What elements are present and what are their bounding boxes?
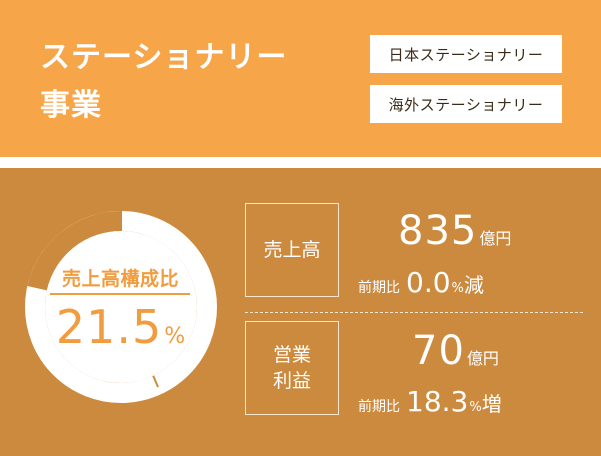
sales-label: 売上高	[263, 239, 321, 261]
operating-profit-yoy-unit: %	[469, 400, 482, 415]
divider	[0, 157, 601, 168]
sales-yoy-label: 前期比	[358, 280, 400, 296]
tag-japan-stationery[interactable]: 日本ステーショナリー	[370, 35, 562, 73]
segment-title-line1: ステーショナリー	[40, 40, 288, 75]
operating-profit-unit: 億円	[466, 349, 499, 368]
dashed-divider	[245, 312, 583, 313]
sales-unit: 億円	[479, 229, 512, 248]
composition-label: 売上高構成比	[61, 268, 179, 290]
operating-profit-label-line2: 利益	[272, 370, 311, 392]
sales-yoy-unit: %	[451, 281, 464, 296]
composition-donut	[25, 210, 217, 403]
composition-unit: %	[164, 324, 186, 349]
operating-profit-number: 70	[412, 328, 465, 374]
operating-profit-yoy-number: 18.3	[406, 385, 469, 418]
operating-profit-label-box: 営業 利益	[245, 321, 339, 415]
operating-profit-value: 70 億円	[412, 328, 499, 374]
operating-profit-yoy-label: 前期比	[358, 399, 400, 415]
segment-title-line2: 事業	[40, 88, 102, 123]
operating-profit-yoy-change: 増	[481, 392, 502, 416]
tag-overseas-stationery[interactable]: 海外ステーショナリー	[370, 85, 562, 123]
composition-underline	[50, 293, 190, 295]
segment-title: ステーショナリー 事業	[40, 34, 287, 130]
operating-profit-yoy: 前期比 18.3%増	[358, 385, 502, 418]
composition-number: 21.5	[55, 300, 163, 354]
segment-header: ステーショナリー 事業 日本ステーショナリー 海外ステーショナリー	[0, 0, 601, 157]
donut-center	[45, 231, 197, 383]
sales-label-box: 売上高	[245, 203, 339, 297]
sales-yoy-number: 0.0	[406, 266, 451, 299]
sales-yoy-change: 減	[463, 273, 484, 297]
composition-value: 21.5%	[45, 299, 196, 355]
sales-yoy: 前期比 0.0%減	[358, 266, 484, 299]
sales-value: 835 億円	[398, 208, 511, 254]
sales-number: 835	[398, 208, 478, 254]
operating-profit-label-line1: 営業	[272, 344, 311, 366]
